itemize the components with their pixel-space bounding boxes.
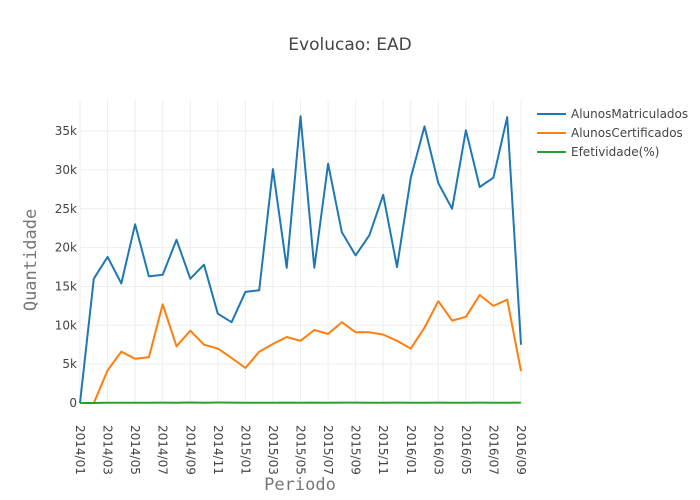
x-tick-label: 2016/01 xyxy=(404,425,418,475)
y-tick-label: 5k xyxy=(62,357,77,371)
x-tick-label: 2014/05 xyxy=(128,425,142,475)
legend-item-label: Efetividade(%) xyxy=(571,145,659,159)
x-tick-label: 2015/11 xyxy=(376,425,390,475)
y-axis-title: Quantidade xyxy=(21,209,41,311)
y-tick-label: 10k xyxy=(55,318,77,332)
series-line-alunoscertificados xyxy=(80,294,522,404)
legend-item-label: AlunosMatriculados xyxy=(571,107,688,121)
y-tick-label: 30k xyxy=(55,163,77,177)
x-tick-label: 2016/07 xyxy=(486,425,500,475)
x-tick-label: 2015/05 xyxy=(294,425,308,475)
x-tick-label: 2014/09 xyxy=(183,425,197,475)
x-tick-label: 2014/07 xyxy=(156,425,170,475)
legend-item-label: AlunosCertificados xyxy=(571,126,683,140)
x-tick-label: 2014/03 xyxy=(101,425,115,475)
x-tick-label: 2016/03 xyxy=(431,425,445,475)
x-tick-label: 2014/01 xyxy=(73,425,87,475)
x-tick-label: 2014/11 xyxy=(211,425,225,475)
y-tick-label: 20k xyxy=(55,241,77,255)
x-tick-label: 2015/03 xyxy=(266,425,280,475)
series-line-efetividade xyxy=(80,401,522,404)
y-tick-label: 35k xyxy=(55,124,77,138)
x-tick-label: 2015/07 xyxy=(321,425,335,475)
y-tick-label: 15k xyxy=(55,279,77,293)
series-line-alunosmatriculados xyxy=(79,115,522,404)
x-tick-label: 2016/09 xyxy=(514,425,528,475)
x-tick-label: 2015/01 xyxy=(238,425,252,475)
y-tick-label: 0 xyxy=(69,396,77,410)
x-tick-label: 2016/05 xyxy=(459,425,473,475)
x-axis-title: Periodo xyxy=(264,475,336,495)
y-tick-label: 25k xyxy=(55,202,77,216)
x-tick-label: 2015/09 xyxy=(349,425,363,475)
chart-title: Evolucao: EAD xyxy=(288,35,411,55)
legend[interactable]: AlunosMatriculados AlunosCertificados Efet… xyxy=(537,107,688,159)
